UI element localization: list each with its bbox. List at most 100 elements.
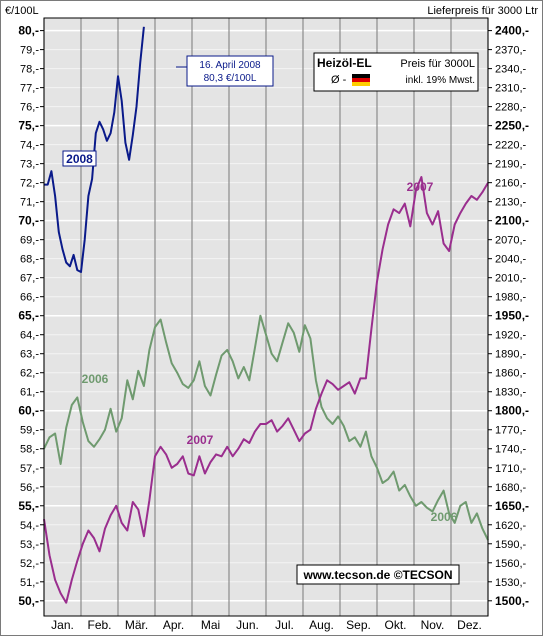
y-tick-label-left: 78,- — [20, 64, 39, 76]
y-tick-label-left: 76,- — [20, 102, 39, 114]
y-tick-label-left: 72,- — [20, 178, 39, 190]
y-tick-label-right: 1860,- — [495, 368, 527, 380]
y-tick-label-right: 1950,- — [495, 309, 529, 323]
y-tick-label-right: 2370,- — [495, 45, 527, 57]
y-tick-label-right: 2130,- — [495, 197, 527, 209]
legend-title: Heizöl-EL — [317, 56, 372, 70]
y-tick-label-right: 2040,- — [495, 254, 527, 266]
y-tick-label-left: 66,- — [20, 292, 39, 304]
label-2006-a: 2006 — [82, 372, 109, 386]
month-label: Jun. — [236, 618, 259, 632]
y-tick-label-right: 2100,- — [495, 214, 529, 228]
label-2007-a: 2007 — [187, 433, 214, 447]
y-tick-label-left: 54,- — [20, 520, 39, 532]
y-tick-label-right: 1590,- — [495, 539, 527, 551]
y-tick-label-left: 63,- — [20, 349, 39, 361]
y-axis-left: 50,- 51,- 52,- 53,- 54,- 55,- 56,- 57,- 58,- 59,-… — [18, 24, 44, 608]
y-tick-label-left: 65,- — [18, 309, 39, 323]
y-tick-label-left: 61,- — [20, 387, 39, 399]
legend-vat: inkl. 19% Mwst. — [406, 75, 475, 86]
month-label: Nov. — [421, 618, 445, 632]
y-tick-label-left: 68,- — [20, 254, 39, 266]
y-tick-label-right: 2400,- — [495, 24, 529, 38]
y-tick-label-right: 2160,- — [495, 178, 527, 190]
y-tick-label-left: 52,- — [20, 558, 39, 570]
y-tick-label-left: 57,- — [20, 463, 39, 475]
y-tick-label-left: 55,- — [18, 499, 39, 513]
y-tick-label-left: 59,- — [20, 425, 39, 437]
y-tick-label-right: 2010,- — [495, 273, 527, 285]
y-tick-label-right: 1620,- — [495, 520, 527, 532]
y-tick-label-right: 2250,- — [495, 119, 529, 133]
month-label: Feb. — [87, 618, 111, 632]
y-tick-label-right: 1710,- — [495, 463, 527, 475]
y-tick-label-left: 50,- — [18, 594, 39, 608]
credit-text: www.tecson.de ©TECSON — [302, 568, 452, 582]
month-label: Dez. — [457, 618, 482, 632]
y-tick-label-right: 2280,- — [495, 102, 527, 114]
month-label: Sep. — [346, 618, 371, 632]
y-tick-label-left: 53,- — [20, 539, 39, 551]
y-tick-label-right: 2190,- — [495, 159, 527, 171]
y-tick-label-left: 79,- — [20, 45, 39, 57]
y-tick-label-left: 73,- — [20, 159, 39, 171]
y-tick-label-left: 60,- — [18, 404, 39, 418]
y-tick-label-right: 1680,- — [495, 482, 527, 494]
y-tick-label-right: 1920,- — [495, 330, 527, 342]
y-tick-label-left: 51,- — [20, 577, 39, 589]
y-tick-label-left: 70,- — [18, 214, 39, 228]
y-tick-label-right: 2310,- — [495, 83, 527, 95]
price-callout: 16. April 2008 80,3 €/100L — [176, 55, 274, 87]
series-line-2007 — [43, 176, 489, 604]
y-tick-label-right: 2340,- — [495, 64, 527, 76]
label-2007-b: 2007 — [407, 180, 434, 194]
callout-date: 16. April 2008 — [199, 60, 261, 71]
y-tick-label-right: 2220,- — [495, 140, 527, 152]
month-label: Mai — [201, 618, 220, 632]
y-tick-label-right: 1890,- — [495, 349, 527, 361]
y-tick-label-left: 80,- — [18, 24, 39, 38]
y-tick-label-left: 62,- — [20, 368, 39, 380]
y-tick-label-left: 64,- — [20, 330, 39, 342]
month-label: Jul. — [275, 618, 294, 632]
legend-average: Ø - — [331, 74, 347, 86]
y-tick-label-left: 74,- — [20, 140, 39, 152]
y-tick-label-right: 1770,- — [495, 425, 527, 437]
legend-subtitle: Preis für 3000L — [400, 58, 475, 70]
y-tick-label-right: 1500,- — [495, 594, 529, 608]
y-tick-label-left: 67,- — [20, 273, 39, 285]
credit-box: www.tecson.de ©TECSON — [296, 564, 460, 585]
y-tick-label-right: 1980,- — [495, 292, 527, 304]
right-axis-unit: Lieferpreis für 3000 Ltr — [427, 5, 538, 17]
month-label: Aug. — [309, 618, 334, 632]
y-tick-label-right: 1800,- — [495, 404, 529, 418]
y-axis-right: 1500,- 1530,- 1560,- 1590,- 1620,- 1650,- 1680… — [488, 24, 529, 608]
y-tick-label-left: 58,- — [20, 444, 39, 456]
legend-box: Heizöl-EL Preis für 3000L Ø - inkl. 19% … — [313, 52, 479, 92]
x-axis-months: Jan. Feb. Mär. Apr. Mai Jun. Jul. Aug. Sep. Okt. N… — [51, 618, 482, 632]
plot-border — [43, 17, 489, 617]
label-2006-b: 2006 — [431, 510, 458, 524]
left-axis-unit: €/100L — [5, 5, 39, 17]
y-tick-label-left: 71,- — [20, 197, 39, 209]
month-label: Okt. — [384, 618, 406, 632]
y-tick-label-right: 2070,- — [495, 235, 527, 247]
month-label: Mär. — [125, 618, 148, 632]
y-tick-label-left: 77,- — [20, 83, 39, 95]
german-flag-icon — [352, 74, 370, 86]
y-tick-label-right: 1560,- — [495, 558, 527, 570]
y-tick-label-right: 1740,- — [495, 444, 527, 456]
month-label: Apr. — [163, 618, 184, 632]
label-2008: 2008 — [62, 150, 97, 167]
y-tick-label-right: 1530,- — [495, 577, 527, 589]
callout-value: 80,3 €/100L — [204, 73, 257, 84]
y-tick-label-left: 56,- — [20, 482, 39, 494]
label-2008-text: 2008 — [66, 152, 93, 166]
series-line-2006 — [43, 314, 489, 541]
y-tick-label-right: 1650,- — [495, 499, 529, 513]
month-label: Jan. — [51, 618, 74, 632]
y-tick-label-left: 69,- — [20, 235, 39, 247]
y-tick-label-right: 1830,- — [495, 387, 527, 399]
